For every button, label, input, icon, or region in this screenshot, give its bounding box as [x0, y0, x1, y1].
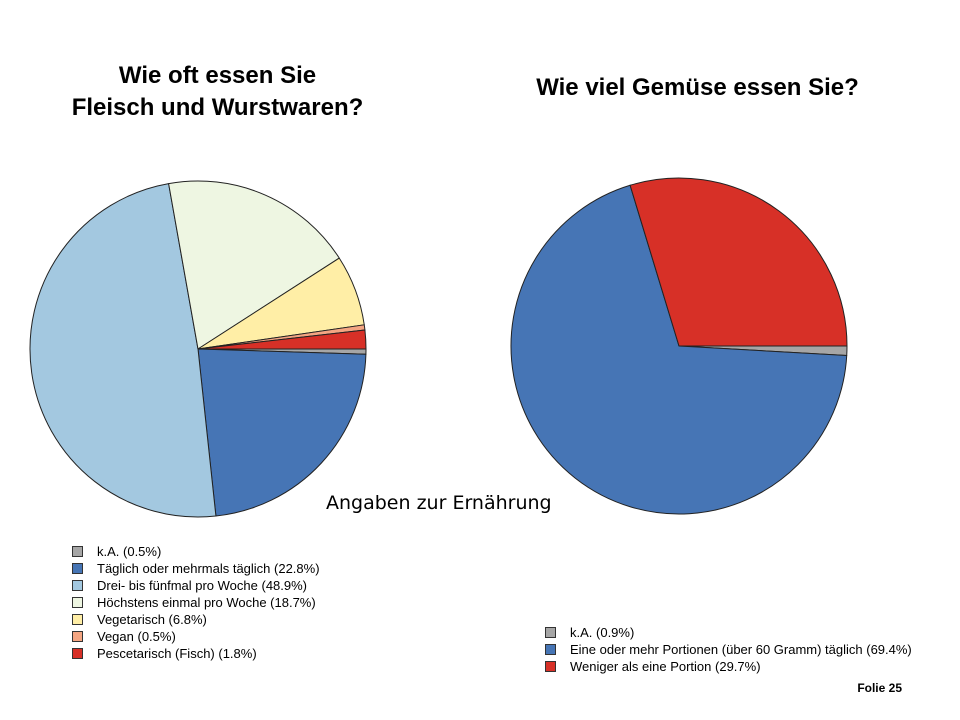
chart-title-meat-line-2: Fleisch und Wurstwaren? — [71, 94, 364, 121]
meat-slice-3 — [168, 180, 340, 350]
meat-slice-1 — [197, 348, 367, 517]
chart-title-vegetables: Wie viel Gemüse essen Sie? — [536, 74, 859, 101]
chart-title-meat-line-1: Wie oft essen Sie — [118, 62, 317, 89]
meat-legend-swatch-1 — [72, 563, 83, 574]
meat-legend-label-5: Vegan (0.5%) — [97, 629, 176, 644]
meat-legend-swatch-2 — [72, 580, 83, 591]
meat-legend-item-4: Vegetarisch (6.8%) — [72, 611, 320, 628]
veg-legend-swatch-2 — [545, 661, 556, 672]
meat-slice-2 — [29, 183, 217, 518]
meat-legend-swatch-6 — [72, 648, 83, 659]
meat-legend-swatch-3 — [72, 597, 83, 608]
veg-legend-swatch-1 — [545, 644, 556, 655]
meat-legend-swatch-0 — [72, 546, 83, 557]
meat-legend-label-2: Drei- bis fünfmal pro Woche (48.9%) — [97, 578, 308, 593]
meat-legend-label-3: Höchstens einmal pro Woche (18.7%) — [97, 595, 316, 610]
meat-legend-item-0: k.A. (0.5%) — [72, 543, 320, 560]
meat-legend-item-3: Höchstens einmal pro Woche (18.7%) — [72, 594, 320, 611]
meat-legend-swatch-4 — [72, 614, 83, 625]
meat-legend-label-6: Pescetarisch (Fisch) (1.8%) — [97, 646, 257, 661]
veg-slice-1 — [510, 184, 848, 515]
veg-legend-label-2: Weniger als eine Portion (29.7%) — [570, 659, 761, 674]
meat-legend-item-6: Pescetarisch (Fisch) (1.8%) — [72, 645, 320, 662]
meat-legend-label-4: Vegetarisch (6.8%) — [97, 612, 207, 627]
veg-legend-label-1: Eine oder mehr Portionen (über 60 Gramm)… — [570, 642, 912, 657]
meat-legend-item-5: Vegan (0.5%) — [72, 628, 320, 645]
meat-slice-6 — [197, 329, 367, 350]
meat-legend-item-1: Täglich oder mehrmals täglich (22.8%) — [72, 560, 320, 577]
legend-vegetables: k.A. (0.9%) Eine oder mehr Portionen (übe… — [545, 624, 912, 675]
veg-slice-2 — [629, 177, 848, 347]
slide-subtitle: Angaben zur Ernährung — [326, 492, 552, 514]
meat-legend-swatch-5 — [72, 631, 83, 642]
veg-legend-label-0: k.A. (0.9%) — [570, 625, 635, 640]
veg-legend-item-2: Weniger als eine Portion (29.7%) — [545, 658, 912, 675]
meat-legend-label-1: Täglich oder mehrmals täglich (22.8%) — [97, 561, 320, 576]
chart-title-meat: Wie oft essen Sie Fleisch und Wurstwaren… — [30, 60, 405, 124]
veg-legend-item-0: k.A. (0.9%) — [545, 624, 912, 641]
veg-legend-swatch-0 — [545, 627, 556, 638]
meat-legend-item-2: Drei- bis fünfmal pro Woche (48.9%) — [72, 577, 320, 594]
legend-meat: k.A. (0.5%) Täglich oder mehrmals täglich… — [72, 543, 320, 662]
meat-legend-label-0: k.A. (0.5%) — [97, 544, 162, 559]
veg-legend-item-1: Eine oder mehr Portionen (über 60 Gramm)… — [545, 641, 912, 658]
slide-number: Folie 25 — [857, 681, 902, 695]
pie-chart-vegetables — [510, 177, 848, 515]
